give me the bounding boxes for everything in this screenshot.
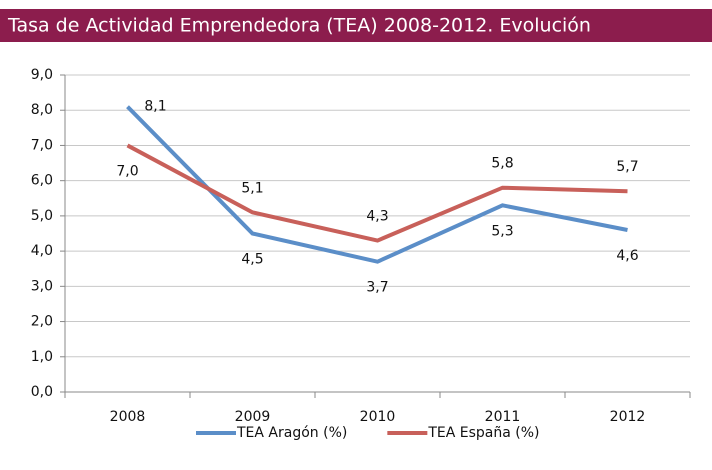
- data-label: 4,6: [616, 248, 638, 264]
- x-tick-label: 2008: [110, 409, 146, 425]
- data-label: 5,8: [491, 156, 513, 172]
- data-label: 4,3: [366, 209, 388, 225]
- y-tick-label: 9,0: [31, 67, 53, 83]
- data-label: 8,1: [144, 99, 166, 115]
- title-bar: [0, 9, 712, 42]
- x-tick-label: 2012: [610, 409, 646, 425]
- legend-label: TEA Aragón (%): [236, 425, 347, 441]
- chart-title: Tasa de Actividad Emprendedora (TEA) 200…: [7, 15, 591, 37]
- x-tick-label: 2010: [360, 409, 396, 425]
- y-tick-label: 7,0: [31, 137, 53, 153]
- x-tick-label: 2009: [235, 409, 271, 425]
- y-tick-label: 4,0: [31, 243, 53, 259]
- y-tick-label: 1,0: [31, 349, 53, 365]
- data-label: 5,1: [241, 180, 263, 196]
- y-tick-label: 2,0: [31, 314, 53, 330]
- data-label: 5,3: [491, 223, 513, 239]
- data-label: 4,5: [241, 252, 263, 268]
- x-tick-label: 2011: [485, 409, 521, 425]
- data-label: 3,7: [366, 280, 388, 296]
- series-line: [126, 143, 628, 243]
- data-label: 5,7: [616, 159, 638, 175]
- legend-label: TEA España (%): [427, 425, 539, 441]
- y-tick-label: 5,0: [31, 208, 53, 224]
- y-tick-label: 3,0: [31, 278, 53, 294]
- y-tick-label: 8,0: [31, 102, 53, 118]
- y-tick-label: 0,0: [31, 384, 53, 400]
- y-tick-label: 6,0: [31, 173, 53, 189]
- data-label: 7,0: [116, 163, 138, 179]
